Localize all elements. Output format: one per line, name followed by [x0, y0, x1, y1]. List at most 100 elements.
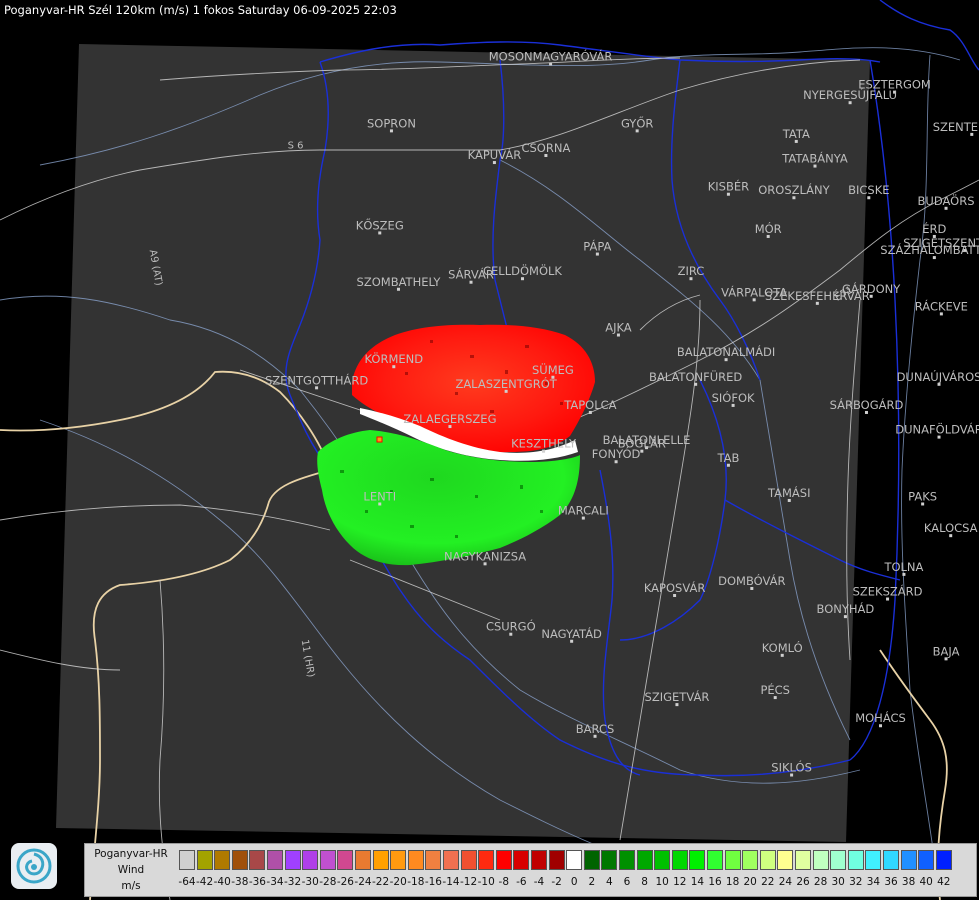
- legend-tick-label: 14: [690, 876, 705, 888]
- city-label: GYŐR: [621, 115, 653, 130]
- city-label: KESZTHELY: [511, 437, 577, 451]
- city-label: RÁCKEVE: [915, 298, 968, 313]
- city-marker: [731, 403, 735, 407]
- city-marker: [843, 615, 847, 619]
- city-marker: [593, 734, 597, 738]
- legend-tick-label: 26: [796, 876, 810, 888]
- city-marker: [635, 129, 639, 133]
- legend-tick-label: -64: [178, 876, 196, 888]
- road-label: S 6: [288, 140, 304, 151]
- city-label: BALATONALMÁDI: [677, 344, 775, 359]
- city-label: ZALASZENTGRÓT: [455, 376, 557, 391]
- legend-tick-label: -2: [551, 876, 562, 888]
- legend-swatch: [830, 850, 847, 870]
- legend-tick-label: -30: [301, 876, 319, 888]
- city-label: BAJA: [933, 644, 960, 658]
- city-label: TAPOLCA: [563, 398, 616, 412]
- city-marker: [790, 773, 794, 777]
- city-label: TAMÁSI: [767, 485, 810, 500]
- legend-quantity: Wind: [117, 864, 145, 876]
- city-label: ÉRD: [922, 221, 946, 236]
- city-marker: [848, 101, 852, 105]
- legend-tick-label: 36: [884, 876, 898, 888]
- city-marker: [944, 657, 948, 661]
- legend-swatch: [671, 850, 688, 870]
- city-marker: [869, 294, 873, 298]
- legend-tick-label: -42: [196, 876, 214, 888]
- legend-tick-label: -22: [372, 876, 390, 888]
- city-marker: [392, 365, 396, 369]
- city-marker: [389, 129, 393, 133]
- legend-swatch: [548, 850, 565, 870]
- legend-tick-label: 38: [901, 876, 916, 888]
- city-marker: [469, 280, 473, 284]
- city-label: SZENTGOTTHÁRD: [265, 372, 368, 387]
- city-label: SÁRVÁR: [448, 267, 494, 282]
- city-marker: [492, 161, 496, 165]
- city-marker: [549, 62, 553, 66]
- city-marker: [616, 333, 620, 337]
- city-marker: [864, 410, 868, 414]
- city-label: SOPRON: [367, 116, 416, 130]
- city-marker: [867, 196, 871, 200]
- city-label: AJKA: [605, 321, 632, 335]
- echo-zero-band: [360, 408, 578, 461]
- city-label: NAGYKANIZSA: [444, 549, 526, 563]
- city-marker: [879, 724, 883, 728]
- city-label: BONYHÁD: [817, 601, 875, 616]
- city-marker: [595, 252, 599, 256]
- legend-swatch: [742, 850, 759, 870]
- legend-swatch: [407, 850, 424, 870]
- city-marker: [645, 446, 649, 450]
- city-label: SIÓFOK: [712, 390, 755, 405]
- city-label: BICSKE: [848, 183, 889, 197]
- legend-swatch: [495, 850, 512, 870]
- legend-swatch: [566, 850, 583, 870]
- legend-swatch: [196, 850, 213, 870]
- city-marker: [813, 164, 817, 168]
- city-label: ESZTERGOM: [858, 78, 931, 92]
- city-label: LENTI: [363, 489, 396, 503]
- city-marker: [640, 449, 644, 453]
- legend-tick-label: -24: [354, 876, 372, 888]
- legend-tick-label: 24: [778, 876, 793, 888]
- legend-tick-label: 12: [673, 876, 687, 888]
- legend-tick-label: -32: [284, 876, 302, 888]
- city-label: ZIRC: [678, 264, 705, 278]
- radar-echoes: [317, 324, 595, 566]
- legend-swatch: [707, 850, 723, 870]
- echo-positive-velocity: [317, 430, 580, 566]
- city-marker: [689, 277, 693, 281]
- legend-swatch: [284, 850, 301, 870]
- city-marker: [902, 572, 906, 576]
- legend-tick-label: 16: [708, 876, 722, 888]
- city-label: CELLDÖMÖLK: [483, 262, 562, 278]
- city-label: SZIGETVÁR: [645, 689, 710, 704]
- city-label: DOMBÓVÁR: [718, 573, 785, 588]
- legend-swatch: [865, 850, 882, 870]
- city-label: ZALAEGERSZEG: [403, 412, 496, 426]
- city-label: KALOCSA: [924, 521, 978, 535]
- legend-swatch: [918, 850, 935, 870]
- legend-tick-label: -10: [477, 876, 495, 888]
- legend-tick-label: -36: [248, 876, 266, 888]
- legend-tick-label: -14: [442, 876, 460, 888]
- city-label: SÁRBOGÁRD: [830, 397, 904, 412]
- city-marker: [504, 389, 508, 393]
- legend-swatch: [372, 850, 389, 870]
- city-label: BOGLÁR: [618, 436, 666, 451]
- city-marker: [970, 132, 974, 136]
- velocity-legend: Poganyvar-HR Wind m/s -64 -42 -40 -38 -36 -34…: [84, 843, 977, 897]
- city-marker: [949, 534, 953, 538]
- legend-swatch: [355, 850, 371, 870]
- city-label: MÓR: [755, 221, 782, 236]
- legend-tick-label: -8: [498, 876, 510, 888]
- city-label: BUDAÖRS: [918, 192, 975, 208]
- legend-swatch: [302, 850, 319, 870]
- legend-tick-label: 34: [866, 876, 881, 888]
- city-marker: [939, 312, 943, 316]
- city-marker: [521, 277, 524, 281]
- city-marker: [483, 562, 487, 566]
